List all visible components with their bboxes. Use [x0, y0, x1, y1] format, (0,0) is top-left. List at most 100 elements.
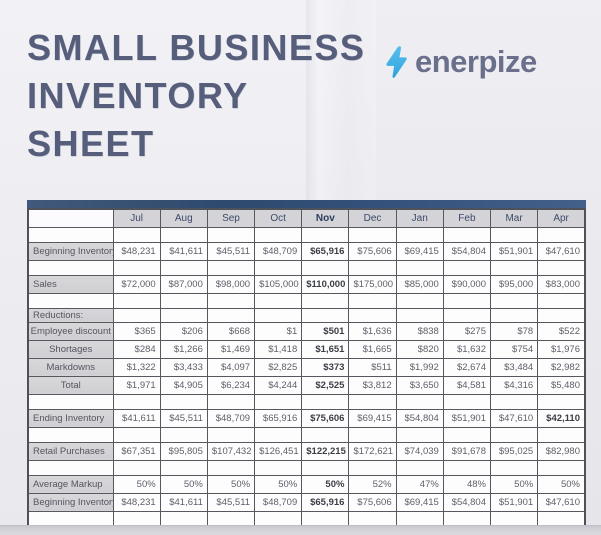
- table-cell: $1: [254, 321, 303, 341]
- table-cell: [348, 226, 397, 243]
- table-cell: [112, 226, 161, 243]
- table-cell: [301, 393, 350, 410]
- table-row: Retail Purchases $67,351 $95,805 $107,432 $1…: [27, 441, 586, 461]
- table-cell: [159, 393, 208, 410]
- table-cell: [254, 226, 303, 243]
- table-cell: $1,976: [537, 339, 586, 359]
- table-row: [27, 459, 586, 476]
- month-header-mar: Mar: [489, 208, 539, 228]
- table-cell: $1,632: [442, 339, 492, 359]
- table-cell: [254, 510, 303, 527]
- table-cell: $126,451: [254, 441, 303, 461]
- table-cell: $72,000: [112, 274, 161, 294]
- empty-label-cell: [27, 226, 114, 243]
- table-cell: $110,000: [301, 274, 350, 294]
- table-cell: $85,000: [395, 274, 444, 294]
- table-cell: [442, 510, 492, 527]
- table-cell: $45,511: [206, 241, 256, 261]
- table-cell: [254, 307, 303, 323]
- table-cell: [395, 226, 444, 243]
- table-cell: [395, 393, 444, 410]
- table-row: Sales $72,000 $87,000 $98,000 $105,000 $110,0…: [27, 274, 586, 294]
- table-cell: [301, 307, 350, 323]
- table-cell: [537, 510, 586, 527]
- table-cell: $48,231: [112, 492, 161, 512]
- table-cell: $95,000: [489, 274, 539, 294]
- row-label: Markdowns: [27, 357, 114, 377]
- table-cell: [112, 307, 161, 323]
- table-cell: [442, 393, 492, 410]
- table-cell: 50%: [159, 474, 208, 494]
- table-cell: $51,901: [489, 492, 539, 512]
- table-cell: $87,000: [159, 274, 208, 294]
- table-cell: $48,709: [254, 241, 303, 261]
- table-cell: $3,650: [395, 375, 444, 395]
- table-cell: $668: [206, 321, 256, 341]
- table-cell: $95,805: [159, 441, 208, 461]
- table-cell: $2,982: [537, 357, 586, 377]
- table-cell: [301, 426, 350, 443]
- table-cell: $69,415: [395, 492, 444, 512]
- table-cell: [206, 426, 256, 443]
- table-cell: [395, 510, 444, 527]
- table-cell: $501: [301, 321, 350, 341]
- table-cell: [348, 426, 397, 443]
- table-cell: [206, 459, 256, 476]
- table-row: [27, 226, 586, 243]
- table-cell: 50%: [489, 474, 539, 494]
- table-cell: $1,322: [112, 357, 161, 377]
- table-cell: $1,665: [348, 339, 397, 359]
- table-cell: [254, 459, 303, 476]
- table-row: Shortages $284 $1,266 $1,469 $1,418 $1,651 $1,…: [27, 339, 586, 359]
- table-cell: [489, 292, 539, 309]
- table-cell: $75,606: [348, 492, 397, 512]
- table-row: [27, 259, 586, 276]
- table-cell: [254, 393, 303, 410]
- table-cell: [489, 393, 539, 410]
- table-row: Employee discount $365 $206 $668 $1 $501 $1,63…: [27, 321, 586, 341]
- table-cell: [301, 259, 350, 276]
- table-cell: [395, 292, 444, 309]
- table-cell: [159, 226, 208, 243]
- table-cell: [112, 393, 161, 410]
- row-label: Total: [27, 375, 114, 395]
- table-cell: [537, 226, 586, 243]
- table-cell: [206, 292, 256, 309]
- table-row: Markdowns $1,322 $3,433 $4,097 $2,825 $373 $51…: [27, 357, 586, 377]
- table-cell: $4,244: [254, 375, 303, 395]
- table-cell: [442, 259, 492, 276]
- empty-label-cell: [27, 510, 114, 527]
- empty-label-cell: [27, 459, 114, 476]
- row-label: Employee discount: [27, 321, 114, 341]
- table-cell: $365: [112, 321, 161, 341]
- page-title-line1: SMALL BUSINESS: [27, 27, 366, 68]
- table-cell: [537, 307, 586, 323]
- table-cell: [206, 307, 256, 323]
- table-cell: [112, 459, 161, 476]
- table-cell: $284: [112, 339, 161, 359]
- table-cell: [159, 459, 208, 476]
- table-row: Beginning Inventory $48,231 $41,611 $45,511…: [27, 241, 586, 261]
- table-cell: $4,097: [206, 357, 256, 377]
- table-cell: [112, 259, 161, 276]
- logo-text: enerpize: [415, 44, 537, 79]
- table-cell: [254, 426, 303, 443]
- month-header-nov: Nov: [301, 208, 350, 228]
- row-label: Beginning Inventory: [27, 492, 114, 512]
- table-cell: $2,674: [442, 357, 492, 377]
- table-cell: $42,110: [537, 408, 586, 428]
- table-cell: $3,433: [159, 357, 208, 377]
- table-cell: [395, 426, 444, 443]
- table-cell: $1,651: [301, 339, 350, 359]
- row-label: Reductions:: [27, 307, 114, 323]
- table-cell: [489, 259, 539, 276]
- lightning-bolt-icon: [386, 46, 407, 78]
- table-cell: [537, 259, 586, 276]
- table-cell: $69,415: [348, 408, 397, 428]
- table-corner-cell: [27, 208, 114, 228]
- table-cell: 50%: [112, 474, 161, 494]
- page-title-line3: SHEET: [27, 123, 155, 164]
- table-cell: [442, 459, 492, 476]
- table-cell: [489, 459, 539, 476]
- table-cell: $54,804: [395, 408, 444, 428]
